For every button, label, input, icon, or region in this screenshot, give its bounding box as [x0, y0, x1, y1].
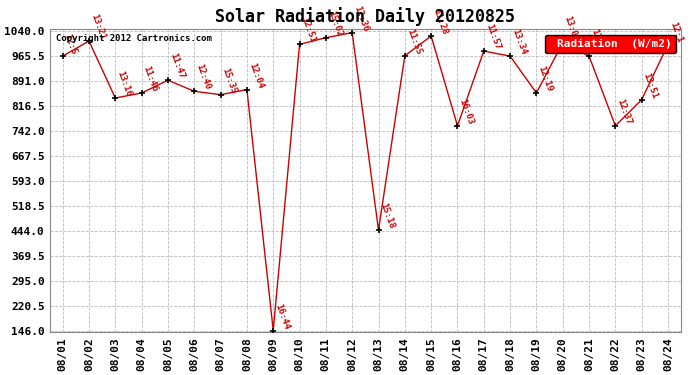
Text: 16:03: 16:03 — [457, 98, 475, 126]
Text: 12:51: 12:51 — [299, 16, 317, 44]
Text: 13:51: 13:51 — [642, 71, 660, 100]
Text: 12:04: 12:04 — [247, 61, 264, 90]
Title: Solar Radiation Daily 20120825: Solar Radiation Daily 20120825 — [215, 8, 515, 26]
Text: 13:16: 13:16 — [115, 70, 133, 98]
Text: 12:37: 12:37 — [615, 98, 633, 126]
Text: 13:04: 13:04 — [589, 28, 607, 56]
Text: 11:47: 11:47 — [168, 52, 186, 80]
Text: 12:36: 12:36 — [352, 4, 370, 33]
Text: 12:40: 12:40 — [195, 63, 212, 91]
Text: 12:1: 12:1 — [668, 21, 684, 44]
Legend: Radiation  (W/m2): Radiation (W/m2) — [544, 34, 676, 53]
Text: 15:35: 15:35 — [221, 66, 238, 94]
Text: 12:5: 12:5 — [63, 33, 79, 56]
Text: 11:55: 11:55 — [405, 27, 422, 56]
Text: 15:02: 15:02 — [326, 9, 344, 38]
Text: 11:46: 11:46 — [141, 64, 159, 93]
Text: Copyright 2012 Cartronics.com: Copyright 2012 Cartronics.com — [56, 34, 212, 43]
Text: 13:21: 13:21 — [89, 13, 107, 41]
Text: 11:28: 11:28 — [431, 8, 448, 36]
Text: 16:44: 16:44 — [273, 302, 291, 330]
Text: 15:18: 15:18 — [379, 202, 396, 230]
Text: 11:57: 11:57 — [484, 23, 502, 51]
Text: 12:19: 12:19 — [536, 64, 554, 93]
Text: 13:00: 13:00 — [563, 14, 580, 43]
Text: 13:34: 13:34 — [510, 28, 528, 56]
